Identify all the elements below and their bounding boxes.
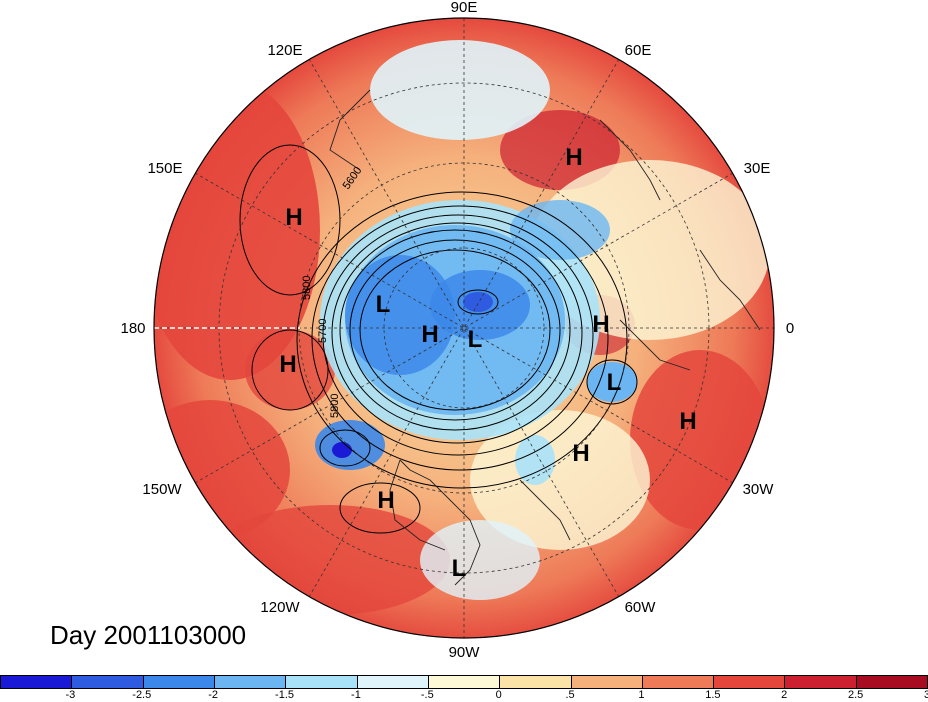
longitude-label-30w: 30W xyxy=(743,481,775,498)
longitude-label-90w: 90W xyxy=(449,644,481,661)
anomaly-field xyxy=(154,18,774,638)
contour-label: 5800 xyxy=(329,394,341,418)
high-pressure-marker: H xyxy=(279,351,296,378)
low-pressure-marker: L xyxy=(376,291,391,318)
colorbar-tick-label: -1.5 xyxy=(275,689,295,701)
low-pressure-marker: L xyxy=(468,326,483,353)
high-pressure-marker: H xyxy=(592,311,609,338)
coastlines xyxy=(329,89,761,586)
longitude-label-120e: 120E xyxy=(267,42,302,59)
high-pressure-marker: H xyxy=(572,440,589,467)
colorbar-box xyxy=(286,676,358,688)
longitude-label-90e: 90E xyxy=(451,0,478,16)
polar-map: 90E 60E 30E 0 30W 60W 90W 120W 150W 180 … xyxy=(120,0,794,661)
colorbar-tick-label: -3 xyxy=(65,689,76,701)
map-boundary xyxy=(153,17,775,639)
colorbar-box xyxy=(500,676,572,688)
longitude-label-60w: 60W xyxy=(625,599,657,616)
high-pressure-marker: H xyxy=(285,204,302,231)
longitude-label-120w: 120W xyxy=(260,599,300,616)
colorbar-tick-label: -2.5 xyxy=(132,689,152,701)
colorbar-labels: -3 -2.5 -2 -1.5 -1 -.5 0 .5 1 1.5 2 2.5 3 xyxy=(0,689,928,702)
low-pressure-marker: L xyxy=(607,369,622,396)
colorbar-box xyxy=(143,676,215,688)
contour-label: 5700 xyxy=(317,319,329,343)
colorbar-tick-label: 1 xyxy=(638,689,645,701)
height-contours xyxy=(239,144,638,534)
colorbar-box xyxy=(571,676,643,688)
colorbar-box xyxy=(214,676,287,688)
high-pressure-marker: H xyxy=(421,321,438,348)
low-pressure-marker: L xyxy=(452,555,467,582)
colorbar-tick-label: .5 xyxy=(565,689,575,701)
colorbar xyxy=(0,675,928,689)
colorbar-box xyxy=(1,676,73,688)
longitude-label-0: 0 xyxy=(786,320,794,337)
colorbar-tick-label: 0 xyxy=(495,689,502,701)
contour-label: 5800 xyxy=(301,276,313,300)
colorbar-box xyxy=(856,676,928,688)
map-title: Day 2001103000 xyxy=(50,620,247,650)
longitude-label-150e: 150E xyxy=(147,160,182,177)
colorbar-tick-label: -2 xyxy=(208,689,219,701)
longitude-label-150w: 150W xyxy=(142,481,182,498)
colorbar-box xyxy=(785,676,857,688)
colorbar-tick-label: -1 xyxy=(351,689,361,701)
high-pressure-marker: H xyxy=(377,487,394,514)
longitude-label-180: 180 xyxy=(120,320,145,337)
colorbar-box xyxy=(357,676,429,688)
colorbar-tick-label: 1.5 xyxy=(705,689,721,701)
colorbar-box xyxy=(642,676,715,688)
high-pressure-marker: H xyxy=(679,408,696,435)
colorbar-tick-label: 3 xyxy=(923,689,928,701)
colorbar-tick-label: 2.5 xyxy=(847,689,864,701)
colorbar-tick-label: 2 xyxy=(781,689,788,701)
high-pressure-marker: H xyxy=(565,144,582,171)
colorbar-box xyxy=(428,676,501,688)
longitude-label-30e: 30E xyxy=(744,160,771,177)
colorbar-box xyxy=(714,676,786,688)
longitude-label-60e: 60E xyxy=(625,42,652,59)
colorbar-tick-label: -.5 xyxy=(420,689,434,701)
colorbar-box xyxy=(72,676,144,688)
